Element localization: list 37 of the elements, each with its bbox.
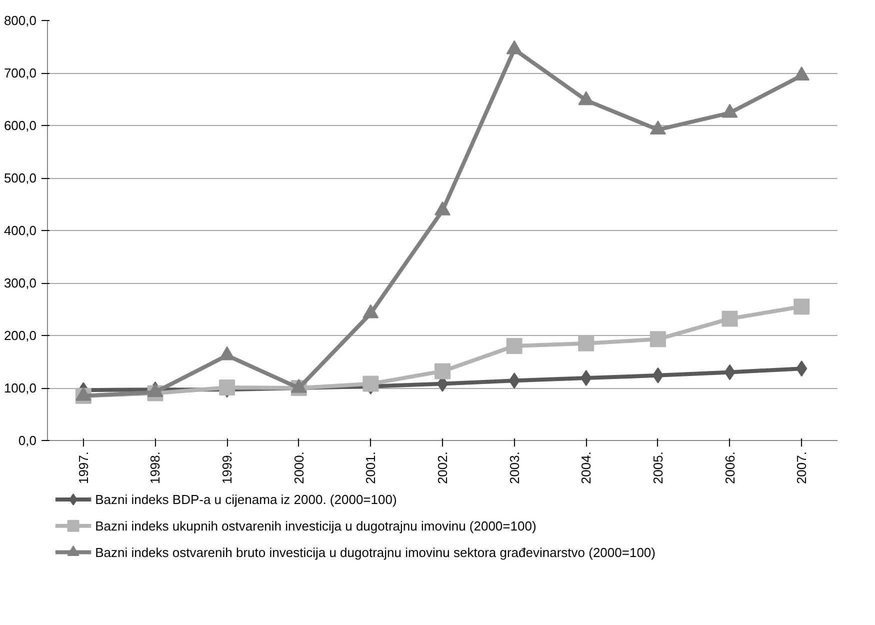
point bbox=[578, 91, 594, 106]
legend-label: Bazni indeks BDP-a u cijenama iz 2000. (2000=100) bbox=[95, 492, 397, 507]
x-tick-label: 2006. bbox=[722, 451, 738, 484]
point bbox=[434, 363, 450, 380]
point bbox=[362, 376, 379, 392]
y-tick-label: 300,0 bbox=[4, 276, 37, 290]
point bbox=[650, 120, 666, 135]
y-tick-label: 800,0 bbox=[4, 13, 37, 28]
x-tick-label: 1997. bbox=[76, 451, 91, 484]
x-tick-label: 2007. bbox=[794, 451, 810, 484]
point bbox=[722, 310, 738, 327]
y-tick-label: 500,0 bbox=[4, 170, 37, 186]
x-tick-label: 1999. bbox=[220, 451, 235, 484]
x-tick-label: 2003. bbox=[506, 451, 522, 484]
point bbox=[506, 338, 522, 354]
point bbox=[794, 298, 810, 315]
point bbox=[434, 201, 450, 216]
x-tick-label: 2000. bbox=[291, 451, 306, 484]
x-tick-label: 2001. bbox=[363, 451, 378, 484]
point bbox=[722, 104, 738, 118]
point bbox=[219, 379, 236, 396]
point bbox=[506, 40, 522, 54]
point bbox=[650, 331, 666, 348]
y-tick-label: 600,0 bbox=[4, 118, 37, 133]
x-tick-label: 1998. bbox=[148, 451, 163, 484]
x-tick-label: 2005. bbox=[650, 451, 666, 484]
y-tick-label: 0,0 bbox=[18, 433, 37, 448]
y-tick-label: 100,0 bbox=[4, 380, 37, 396]
y-tick-label: 200,0 bbox=[4, 328, 37, 343]
legend-label: Bazni indeks ostvarenih bruto investicija u dugotrajnu imovinu sektora građevinarstvo (2000=100) bbox=[95, 544, 656, 560]
x-tick-label: 2002. bbox=[435, 451, 450, 484]
point bbox=[578, 335, 594, 352]
legend-label: Bazni indeks ukupnih ostvarenih investicija u dugotrajnu imovinu (2000=100) bbox=[95, 518, 536, 534]
y-tick-label: 700,0 bbox=[4, 66, 37, 80]
x-tick-label: 2004. bbox=[578, 451, 594, 484]
y-tick-label: 400,0 bbox=[4, 223, 37, 238]
point bbox=[794, 66, 810, 80]
